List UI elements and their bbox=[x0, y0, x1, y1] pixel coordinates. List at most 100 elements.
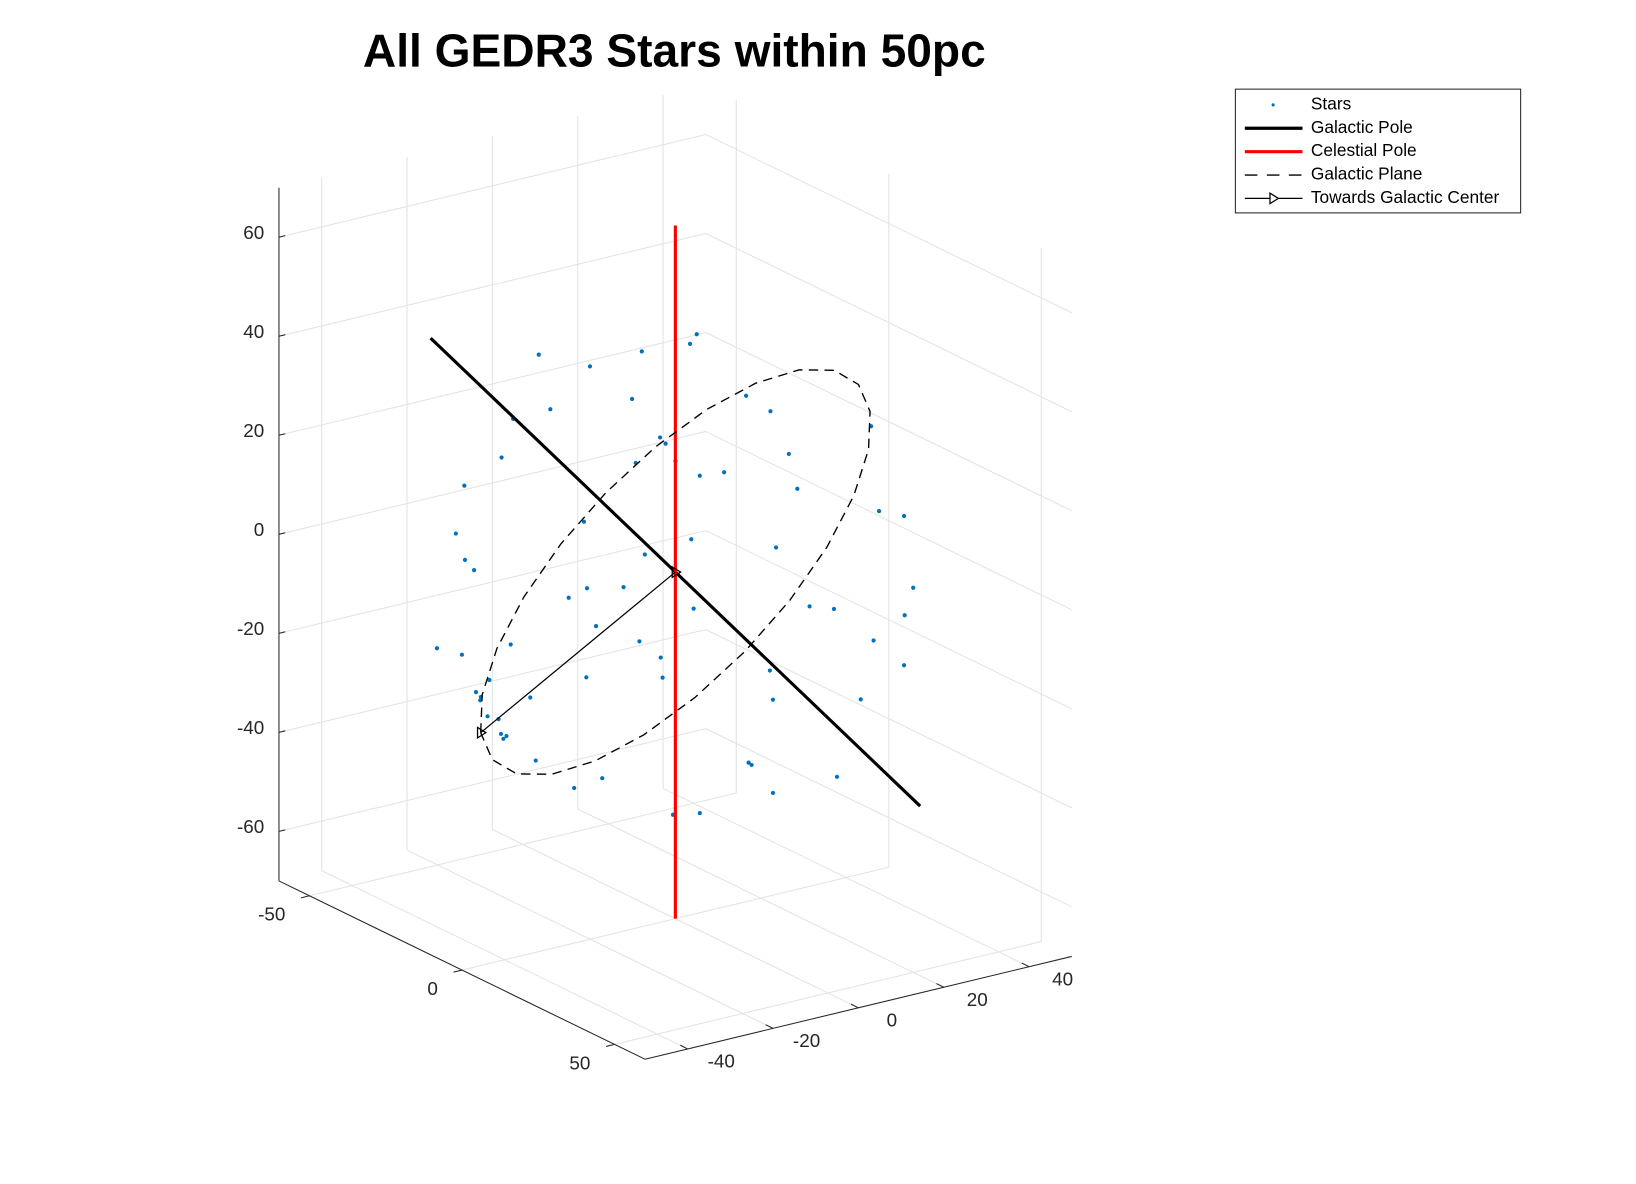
y-tick bbox=[765, 1024, 774, 1029]
star-point bbox=[807, 604, 812, 609]
star-point bbox=[911, 585, 916, 590]
y-tick-label: -40 bbox=[708, 1051, 735, 1072]
star-point bbox=[593, 624, 599, 629]
star-point bbox=[786, 451, 791, 457]
star-point bbox=[462, 483, 467, 488]
star-point bbox=[600, 776, 605, 781]
chart-title: All GEDR3 Stars within 50pc bbox=[363, 25, 986, 77]
star-point bbox=[485, 714, 490, 719]
star-point bbox=[901, 663, 907, 668]
star-point bbox=[697, 810, 702, 816]
star-point bbox=[453, 531, 458, 536]
z-tick-label: 40 bbox=[243, 321, 264, 342]
star-point bbox=[478, 698, 483, 703]
z-tick bbox=[278, 433, 286, 436]
z-tick bbox=[278, 532, 286, 535]
z-tick-label: -20 bbox=[237, 618, 264, 639]
z-tick-label: 20 bbox=[243, 420, 264, 441]
star-point bbox=[687, 341, 693, 346]
z-tick bbox=[278, 829, 286, 832]
legend-label: Galactic Plane bbox=[1311, 164, 1423, 184]
star-point bbox=[834, 774, 840, 779]
grid bbox=[278, 95, 1073, 1050]
star-point bbox=[694, 332, 699, 337]
star-point bbox=[658, 655, 663, 660]
legend: Stars Galactic Pole Celestial Pole Galactic… bbox=[1234, 88, 1522, 214]
axes: -60 -40 -20 0 20 40 60 -50 0 50 -40 -20 0 20 40 bbox=[237, 187, 1073, 1073]
y-tick-label: 20 bbox=[967, 989, 988, 1010]
star-point bbox=[697, 473, 702, 478]
star-point bbox=[533, 758, 538, 763]
star-point bbox=[637, 639, 642, 644]
z-tick-label: -60 bbox=[237, 816, 264, 837]
legend-label: Celestial Pole bbox=[1311, 140, 1417, 160]
z-tick-label: -40 bbox=[237, 717, 264, 738]
star-point bbox=[876, 508, 882, 514]
star-point bbox=[566, 595, 571, 600]
triangle-marker bbox=[671, 565, 682, 579]
star-point bbox=[746, 760, 751, 765]
legend-label: Galactic Pole bbox=[1311, 117, 1413, 137]
star-point bbox=[584, 675, 589, 680]
triangle-marker bbox=[476, 726, 488, 740]
star-point bbox=[773, 545, 779, 550]
y-tick bbox=[680, 1044, 688, 1050]
z-tick-label: 0 bbox=[254, 519, 265, 540]
star-point bbox=[902, 613, 907, 618]
star-point bbox=[642, 552, 647, 557]
star-point bbox=[770, 790, 776, 796]
star-point bbox=[831, 606, 837, 612]
star-point bbox=[536, 352, 541, 357]
star-point bbox=[767, 668, 772, 673]
y-tick bbox=[936, 983, 944, 988]
star-point bbox=[901, 513, 907, 519]
legend-swatch bbox=[1269, 192, 1280, 205]
grid-line bbox=[309, 792, 737, 897]
star-point bbox=[749, 762, 754, 768]
star-point bbox=[487, 677, 492, 683]
x-tick bbox=[453, 969, 463, 973]
star-point bbox=[768, 409, 773, 414]
star-point bbox=[871, 638, 876, 643]
star-point bbox=[472, 568, 477, 573]
star-point bbox=[691, 606, 696, 611]
z-tick bbox=[278, 730, 286, 733]
star-point bbox=[795, 486, 800, 491]
star-point bbox=[770, 697, 776, 702]
legend-swatch bbox=[1271, 103, 1275, 107]
star-point bbox=[743, 393, 749, 398]
grid-line bbox=[614, 941, 1042, 1045]
series-line bbox=[480, 571, 676, 734]
star-point bbox=[504, 733, 509, 739]
z-tick-label: 60 bbox=[243, 222, 264, 243]
y-tick bbox=[1021, 962, 1030, 968]
y-tick-label: -20 bbox=[793, 1030, 820, 1051]
star-point bbox=[581, 519, 587, 524]
legend-label: Towards Galactic Center bbox=[1311, 187, 1500, 207]
z-tick bbox=[278, 235, 286, 238]
star-point bbox=[657, 435, 663, 440]
star-point bbox=[501, 736, 506, 741]
x-tick-label: 50 bbox=[569, 1052, 590, 1073]
star-point bbox=[498, 731, 504, 737]
x-tick-label: 0 bbox=[427, 978, 438, 999]
star-point bbox=[858, 697, 863, 702]
star-point bbox=[689, 537, 694, 542]
star-point bbox=[621, 585, 626, 590]
star-point bbox=[722, 470, 727, 475]
z-tick bbox=[278, 334, 286, 337]
star-point bbox=[473, 690, 479, 695]
y-tick-label: 40 bbox=[1052, 968, 1073, 989]
x-tick-label: -50 bbox=[258, 904, 285, 925]
plot-area bbox=[429, 225, 922, 919]
star-point bbox=[528, 695, 533, 700]
star-point bbox=[548, 407, 553, 412]
star-point bbox=[499, 455, 504, 460]
star-point bbox=[459, 652, 465, 657]
x-tick bbox=[300, 895, 310, 899]
y-tick-label: 0 bbox=[887, 1009, 898, 1030]
x-tick bbox=[605, 1043, 615, 1047]
z-tick bbox=[278, 631, 286, 634]
